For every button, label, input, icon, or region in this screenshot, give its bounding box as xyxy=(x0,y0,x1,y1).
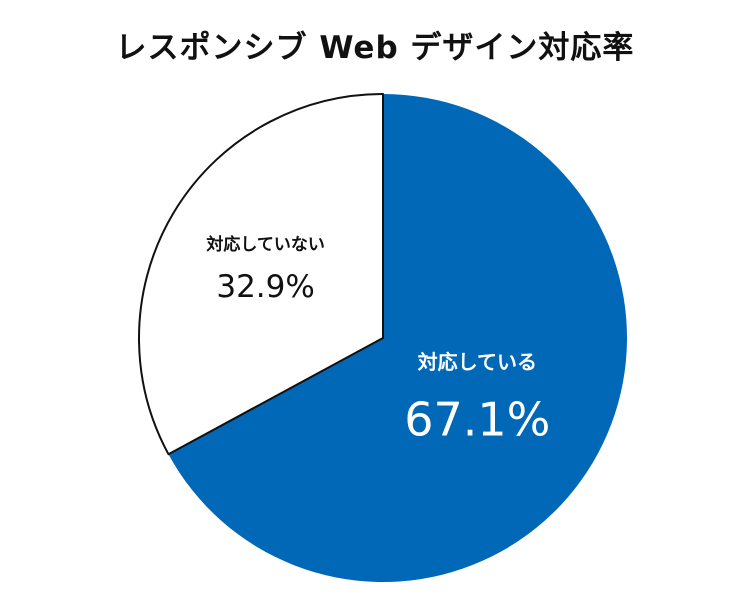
slice-label-name-not-supported: 対応していない xyxy=(205,234,325,255)
slice-labels: 対応している 67.1% 対応していない 32.9% xyxy=(205,234,550,446)
slice-label-name-supported: 対応している xyxy=(417,350,537,374)
pie-slice-not-supported xyxy=(138,93,384,456)
slice-label-value-supported: 67.1% xyxy=(404,392,550,446)
slice-label-value-not-supported: 32.9% xyxy=(216,269,314,305)
pie-slices xyxy=(138,93,628,582)
pie-slice-supported xyxy=(168,94,628,582)
chart-title: レスポンシブ Web デザイン対応率 xyxy=(115,30,635,66)
